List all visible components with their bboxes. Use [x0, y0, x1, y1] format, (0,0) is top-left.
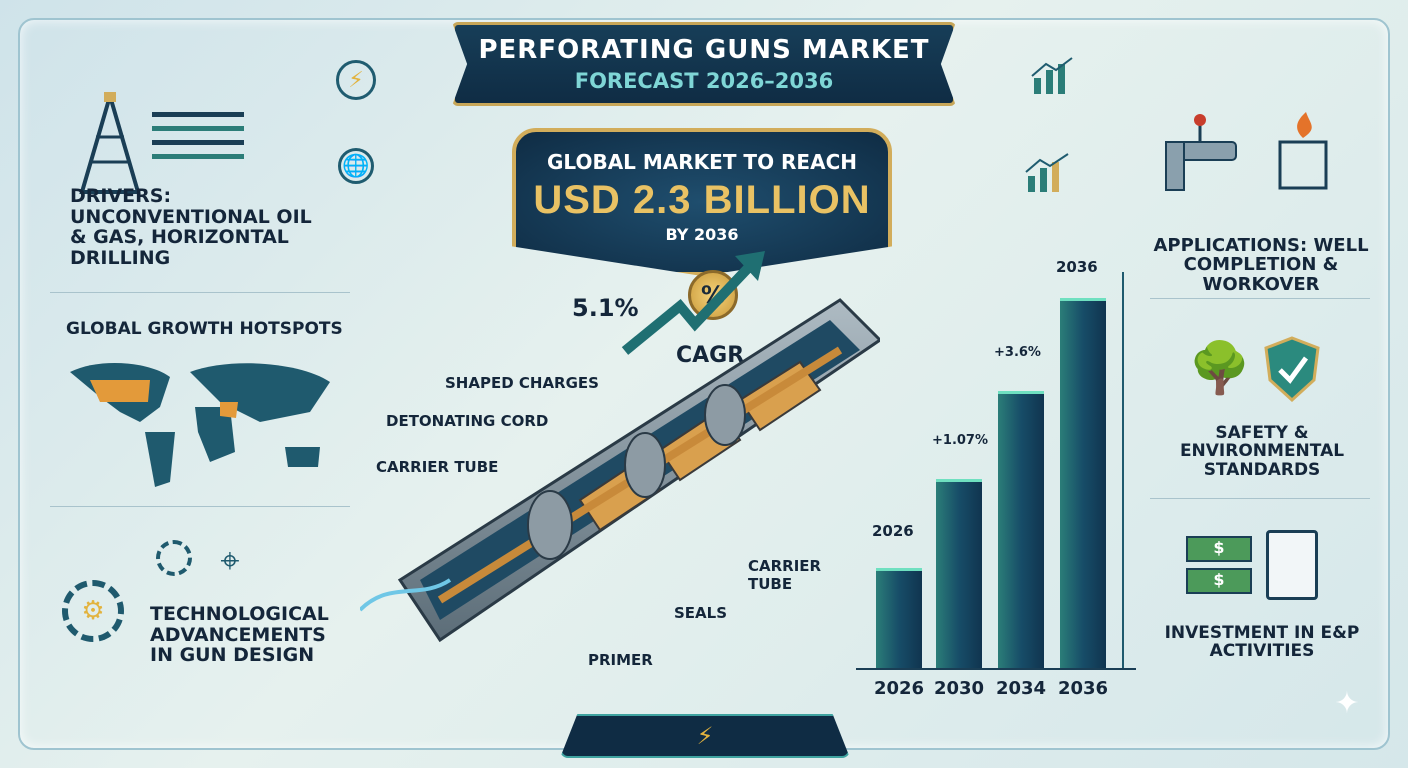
- x-tick-label: 2034: [995, 678, 1047, 699]
- cagr-value: 5.1%: [572, 294, 639, 322]
- safety-label: SAFETY & ENVIRONMENTAL STANDARDS: [1179, 423, 1345, 480]
- title-banner: PERFORATING GUNS MARKET FORECAST 2026–20…: [452, 22, 956, 106]
- bar-2036: [1060, 298, 1106, 668]
- lightning-emblem-icon: ⚡: [560, 714, 850, 758]
- bar-2034: [998, 390, 1044, 668]
- bar-2030: [936, 479, 982, 668]
- label-detonating-cord: DETONATING CORD: [386, 412, 549, 430]
- x-tick-label: 2036: [1057, 678, 1109, 699]
- sparkle-icon: ✦: [1334, 685, 1360, 721]
- money-icon: $ $: [1186, 536, 1252, 598]
- bar-label: +3.6%: [994, 344, 1041, 360]
- circuit-icon: ⌖: [220, 541, 240, 581]
- gear-icon: ⚙: [62, 580, 124, 642]
- applications-label: APPLICATIONS: WELL COMPLETION & WORKOVER: [1153, 235, 1369, 295]
- bar-2026: [876, 568, 922, 668]
- hotspots-label: GLOBAL GROWTH HOTSPOTS: [66, 319, 343, 339]
- bar-chart-icon: [1025, 153, 1069, 192]
- world-map-icon: [70, 362, 330, 487]
- chart-y-arrow: [1122, 272, 1124, 668]
- divider: [1150, 498, 1370, 499]
- page-title: PERFORATING GUNS MARKET: [478, 35, 930, 65]
- label-shaped-charges: SHAPED CHARGES: [445, 374, 599, 392]
- bar-chart-icon: [1031, 57, 1073, 94]
- divider: [1150, 298, 1370, 299]
- divider: [50, 506, 350, 507]
- perforating-gun-diagram: [360, 298, 880, 643]
- document-icon: [1266, 530, 1318, 600]
- bar-label: 2026: [872, 522, 914, 541]
- tech-label: TECHNOLOGICAL ADVANCEMENTS IN GUN DESIGN: [150, 603, 329, 667]
- growth-arrow-icon: [621, 251, 765, 355]
- bar-label: 2036: [1056, 258, 1098, 276]
- gear-icon: [156, 540, 192, 576]
- drivers-bars: [152, 112, 244, 159]
- label-seals: SEALS: [674, 604, 728, 622]
- page-subtitle: FORECAST 2026–2036: [574, 69, 834, 93]
- label-carrier-tube: CARRIER TUBE: [376, 458, 499, 476]
- headline-value: USD 2.3 BILLION: [533, 178, 871, 222]
- lightning-gear-icon: ⚡: [336, 60, 376, 100]
- oil-rig-icon: [79, 92, 141, 194]
- divider: [50, 292, 350, 293]
- label-carrier-tube-right: CARRIER TUBE: [748, 557, 822, 593]
- cagr-label: CAGR: [676, 343, 745, 368]
- investment-label: INVESTMENT IN E&P ACTIVITIES: [1164, 623, 1360, 662]
- shield-check-icon: [1264, 336, 1320, 402]
- globe-icon: 🌐: [338, 148, 374, 184]
- headline-line1: GLOBAL MARKET TO REACH: [547, 150, 857, 174]
- headline-year: BY 2036: [665, 225, 739, 244]
- tree-icon: 🌳: [1188, 338, 1252, 397]
- label-primer: PRIMER: [588, 651, 653, 669]
- bar-label: +1.07%: [932, 433, 988, 449]
- x-tick-label: 2026: [873, 678, 925, 699]
- drivers-label: DRIVERS: UNCONVENTIONAL OIL & GAS, HORIZ…: [70, 185, 312, 269]
- x-tick-label: 2030: [933, 678, 985, 699]
- pipeline-icon: [1165, 112, 1328, 191]
- chart-x-axis: [856, 668, 1136, 670]
